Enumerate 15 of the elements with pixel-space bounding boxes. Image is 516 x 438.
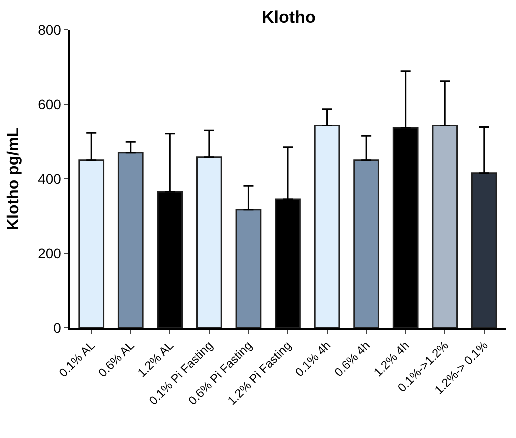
y-tick-label: 200 <box>38 245 62 262</box>
y-tick-label: 400 <box>38 170 62 187</box>
bar <box>471 172 498 328</box>
bar <box>196 156 222 328</box>
y-tick-label: 0 <box>54 320 62 336</box>
bar <box>354 160 380 328</box>
bar <box>236 209 262 328</box>
bar <box>432 124 458 328</box>
chart-title: Klotho <box>262 8 316 27</box>
bar <box>118 152 144 328</box>
bar <box>78 160 105 328</box>
y-axis-title: Klotho pg/mL <box>5 127 22 231</box>
bar <box>314 124 340 328</box>
y-tick-label: 600 <box>38 96 62 112</box>
y-tick-label: 800 <box>38 22 62 38</box>
